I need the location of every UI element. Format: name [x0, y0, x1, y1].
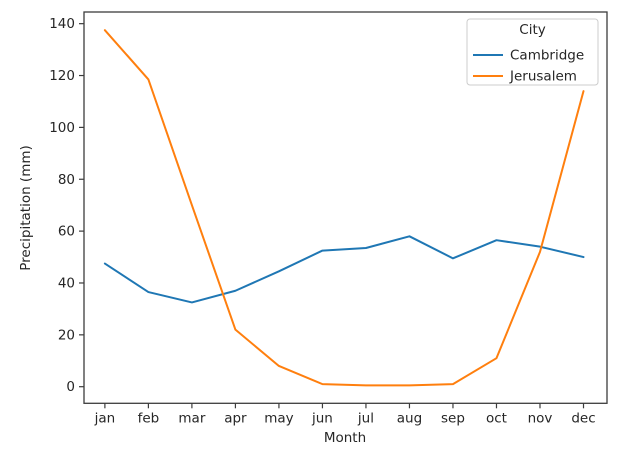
x-tick-label: apr: [224, 410, 247, 426]
y-tick-label: 0: [66, 379, 75, 395]
legend-label-jerusalem: Jerusalem: [509, 69, 577, 85]
x-tick-label: sep: [441, 410, 465, 426]
x-tick-label: jul: [357, 410, 374, 426]
y-axis-label: Precipitation (mm): [18, 145, 34, 271]
x-tick-label: feb: [138, 410, 160, 426]
series-line-jerusalem: [103, 29, 585, 387]
legend-box: [466, 18, 599, 86]
legend: City Cambridge Jerusalem: [466, 18, 599, 86]
x-tick-label: nov: [528, 410, 553, 426]
x-tick-label: dec: [571, 410, 595, 426]
x-tick-label: mar: [178, 410, 205, 426]
y-tick-label: 120: [49, 68, 75, 84]
x-tick-label: oct: [486, 410, 507, 426]
axes-frame: [83, 11, 608, 404]
y-tick-label: 140: [49, 16, 75, 32]
x-tick-label: may: [264, 410, 293, 426]
plot-frame: [83, 11, 608, 404]
x-tick-label: jun: [311, 410, 333, 426]
legend-title: City: [519, 22, 545, 38]
y-tick-label: 20: [58, 327, 75, 343]
data-series: [103, 29, 585, 387]
legend-label-cambridge: Cambridge: [510, 48, 584, 64]
x-axis-ticks: jan feb mar apr may jun jul aug sep oct nov dec: [94, 403, 596, 426]
y-axis-ticks: 0 20 40 60 80 100 120 140: [49, 16, 84, 395]
y-tick-label: 80: [58, 172, 75, 188]
x-tick-label: aug: [397, 410, 422, 426]
x-axis-label: Month: [324, 430, 366, 446]
y-tick-label: 100: [49, 120, 75, 136]
y-tick-label: 60: [58, 224, 75, 240]
y-tick-label: 40: [58, 275, 75, 291]
x-tick-label: jan: [94, 410, 116, 426]
series-line-cambridge: [103, 235, 585, 304]
